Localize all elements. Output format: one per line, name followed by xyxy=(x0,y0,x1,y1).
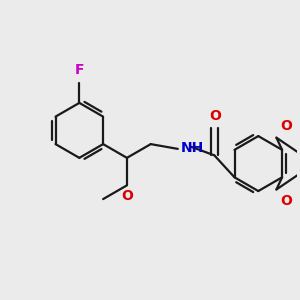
Text: O: O xyxy=(280,194,292,208)
Text: F: F xyxy=(75,63,84,77)
Text: O: O xyxy=(209,109,221,123)
Text: O: O xyxy=(121,189,133,203)
Text: NH: NH xyxy=(181,141,204,155)
Text: O: O xyxy=(280,119,292,133)
